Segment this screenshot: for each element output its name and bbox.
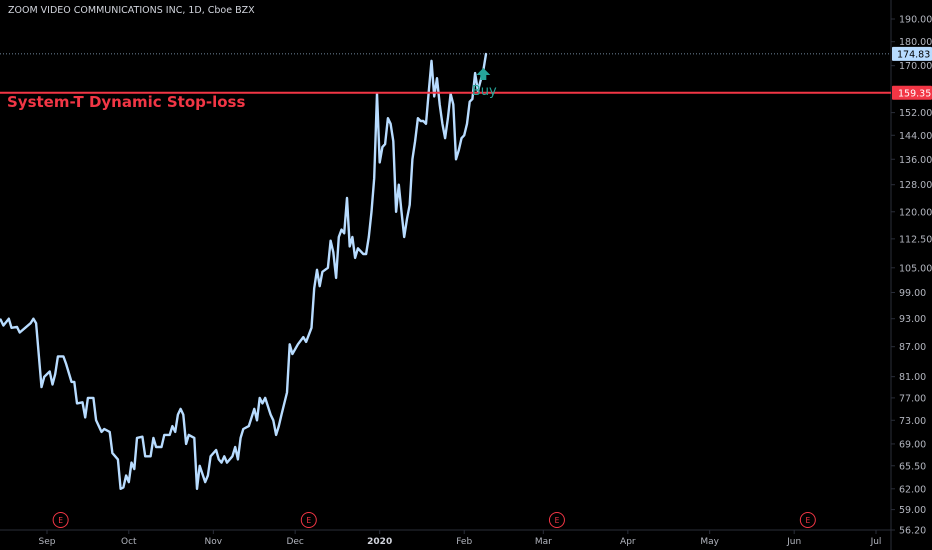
buy-arrow-icon <box>476 68 491 80</box>
earnings-marker[interactable]: E <box>548 512 565 528</box>
y-tick-label: 77.00 <box>899 393 926 404</box>
y-tick-label: 112.50 <box>899 234 932 245</box>
stop-loss-badge <box>892 85 932 100</box>
y-tick-label: 99.00 <box>899 288 926 299</box>
current-price-badge <box>892 46 932 61</box>
y-tick-label: 65.50 <box>899 461 926 472</box>
earnings-marker-label: E <box>805 516 810 525</box>
y-axis: 190.00 180.00 170.00 152.00 144.00 136.00 128.… <box>891 15 932 537</box>
chart-title: ZOOM VIDEO COMMUNICATIONS INC, 1D, Cboe … <box>8 5 255 16</box>
x-tick-label: Jun <box>786 537 801 547</box>
y-tick-label: 69.00 <box>899 439 926 450</box>
strategy-label: System-T Dynamic Stop-loss <box>7 93 246 111</box>
x-tick-label: Dec <box>286 537 303 547</box>
x-tick-label: Apr <box>620 537 636 547</box>
y-tick-label: 190.00 <box>899 15 932 26</box>
y-tick-label: 105.00 <box>899 263 932 274</box>
earnings-marker-label: E <box>58 516 63 525</box>
x-tick-label: Feb <box>456 537 472 547</box>
y-tick-label: 136.00 <box>899 155 932 166</box>
y-tick-label: 62.00 <box>899 484 926 495</box>
x-tick-label: May <box>700 537 719 547</box>
earnings-marker-circle <box>548 512 565 528</box>
y-tick-label: 152.00 <box>899 108 932 119</box>
x-tick-label: 2020 <box>367 537 392 547</box>
earnings-marker[interactable]: E <box>799 512 816 528</box>
y-tick-label: 120.00 <box>899 207 932 218</box>
x-tick-label: Sep <box>39 537 56 547</box>
x-tick-label: Mar <box>535 537 552 547</box>
y-tick-label: 180.00 <box>899 37 932 48</box>
earnings-marker-label: E <box>306 516 311 525</box>
overlay-layer: 174.83 159.35 E E E E Buy <box>0 46 932 528</box>
series-layer <box>0 52 488 490</box>
buy-signal-label: Buy <box>472 84 497 99</box>
earnings-marker-label: E <box>555 516 560 525</box>
y-tick-label: 73.00 <box>899 416 926 427</box>
buy-signal: Buy <box>472 68 497 99</box>
y-tick-label: 93.00 <box>899 314 926 325</box>
stop-loss-label: 159.35 <box>898 88 931 99</box>
y-tick-label: 170.00 <box>899 61 932 72</box>
y-tick-label: 81.00 <box>899 372 926 383</box>
earnings-marker[interactable]: E <box>300 512 317 528</box>
y-tick-label: 128.00 <box>899 180 932 191</box>
earnings-marker-circle <box>300 512 317 528</box>
y-tick-label: 87.00 <box>899 342 926 353</box>
earnings-marker-circle <box>52 512 69 528</box>
y-tick-label: 56.20 <box>899 526 926 537</box>
current-price-label: 174.83 <box>897 49 930 60</box>
x-tick-label: Jul <box>870 537 882 547</box>
price-line <box>0 52 488 490</box>
y-tick-label: 59.00 <box>899 505 926 516</box>
x-tick-label: Nov <box>205 537 223 547</box>
x-tick-label: Oct <box>121 537 137 547</box>
earnings-marker[interactable]: E <box>52 512 69 528</box>
y-tick-label: 144.00 <box>899 131 932 142</box>
x-axis: Sep Oct Nov Dec 2020 Feb Mar Apr May Jun Jul <box>39 530 882 547</box>
earnings-marker-circle <box>799 512 816 528</box>
